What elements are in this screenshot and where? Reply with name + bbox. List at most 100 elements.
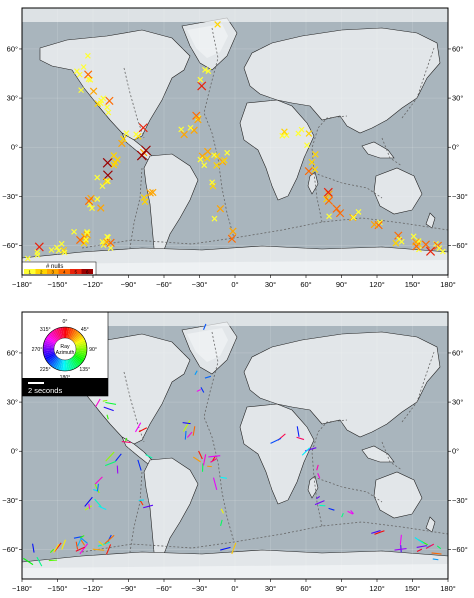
splitting-bar — [79, 535, 85, 539]
null-marker — [107, 245, 114, 251]
splitting-bar — [432, 558, 439, 561]
splitting-bar — [137, 459, 142, 471]
lon-tick-label: 180° — [440, 584, 456, 593]
null-marker — [104, 233, 111, 240]
splitting-bar — [192, 426, 196, 436]
rose-label: 45° — [81, 327, 89, 333]
splitting-bar — [416, 545, 427, 548]
splitting-bar — [193, 456, 201, 463]
lat-tick-label: −60° — [2, 545, 18, 554]
lon-tick-label: −180° — [12, 584, 32, 593]
lat-tick-label: 60° — [7, 348, 18, 357]
splitting-bar — [220, 519, 223, 527]
lon-tick-label: 90° — [336, 280, 347, 289]
lat-tick-label: −30° — [452, 192, 468, 201]
lon-tick-label: −180° — [12, 280, 32, 289]
lon-tick-label: −150° — [48, 280, 68, 289]
null-marker — [105, 109, 112, 116]
rose-title: Ray — [60, 344, 70, 350]
null-marker — [410, 233, 417, 240]
colorbar-tick: 6 — [86, 270, 89, 275]
splitting-bar — [124, 437, 128, 442]
splitting-bar — [220, 546, 231, 551]
colorbar-tick: 5 — [74, 270, 77, 275]
lat-tick-label: 60° — [452, 44, 463, 53]
lon-tick-label: −30° — [192, 584, 208, 593]
axis-labels: −180° −150° −120° −90° −60° −30° 0° 30° 60° 90° 12… — [2, 44, 467, 593]
null-marker — [209, 179, 216, 186]
splitting-bar — [431, 552, 442, 555]
lat-tick-label: −30° — [2, 496, 18, 505]
null-marker — [205, 68, 212, 75]
splitting-bar — [220, 508, 224, 514]
null-marker — [102, 170, 113, 181]
lon-tick-label: −90° — [121, 584, 137, 593]
null-marker — [221, 156, 228, 164]
null-marker — [421, 240, 430, 249]
lon-tick-label: −60° — [156, 280, 172, 289]
splitting-bar — [374, 530, 385, 535]
lat-tick-label: −60° — [2, 241, 18, 250]
splitting-bar — [200, 387, 205, 393]
splitting-bar — [92, 548, 105, 551]
null-marker — [105, 96, 114, 105]
lon-tick-label: −90° — [121, 280, 137, 289]
splitting-bar — [98, 505, 107, 511]
null-marker — [281, 128, 288, 136]
null-marker — [83, 236, 89, 243]
splitting-bar — [212, 477, 218, 490]
splitting-bar — [316, 495, 321, 500]
splitting-bar — [53, 543, 60, 553]
lat-tick-label: 30° — [452, 94, 463, 103]
lon-tick-label: −60° — [156, 584, 172, 593]
lon-tick-label: 30° — [265, 280, 276, 289]
splitting-bar — [394, 547, 407, 551]
colorbar-cell — [35, 269, 47, 274]
splitting-bar — [138, 427, 148, 433]
splitting-bar — [202, 454, 207, 466]
lon-tick-label: −120° — [83, 584, 103, 593]
lon-tick-label: 150° — [405, 584, 421, 593]
splitting-bar — [134, 422, 142, 433]
splitting-bar — [115, 453, 122, 462]
colorbar-cell — [24, 269, 36, 274]
splitting-bar — [371, 530, 381, 534]
null-marker — [149, 188, 157, 197]
colorbar-tick: 3 — [51, 270, 54, 275]
lat-tick-label: 60° — [7, 44, 18, 53]
scale-bar-label: 2 seconds — [28, 386, 62, 395]
splitting-bar — [341, 512, 344, 518]
null-marker — [85, 76, 92, 83]
splitting-bar — [121, 441, 131, 444]
splitting-bar — [79, 543, 89, 555]
splitting-bar — [75, 541, 79, 550]
splitting-bar — [208, 455, 221, 458]
splitting-bar — [84, 496, 93, 507]
null-marker — [323, 187, 333, 197]
splitting-bar — [77, 538, 82, 547]
null-marker — [213, 162, 221, 169]
lat-tick-label: 0° — [11, 447, 18, 456]
null-marker — [141, 145, 151, 156]
null-marker — [102, 157, 113, 168]
lon-tick-label: −150° — [48, 584, 68, 593]
null-marker — [350, 214, 357, 221]
null-markers — [24, 21, 446, 262]
colorbar-tick: 2 — [40, 270, 43, 275]
null-marker — [187, 124, 194, 131]
null-marker — [110, 161, 118, 169]
splitting-bar — [425, 543, 435, 549]
null-marker — [94, 196, 101, 202]
splitting-bar — [196, 388, 201, 392]
splitting-bar — [80, 539, 86, 546]
rose-label: 225° — [40, 367, 51, 373]
splitting-bar — [296, 426, 300, 437]
splitting-bar — [186, 431, 193, 438]
splitting-bar — [270, 437, 282, 444]
splitting-bar — [105, 544, 112, 555]
lat-tick-label: −60° — [452, 241, 468, 250]
null-marker — [197, 76, 204, 83]
splitting-bar — [347, 510, 354, 515]
null-marker — [178, 126, 185, 133]
